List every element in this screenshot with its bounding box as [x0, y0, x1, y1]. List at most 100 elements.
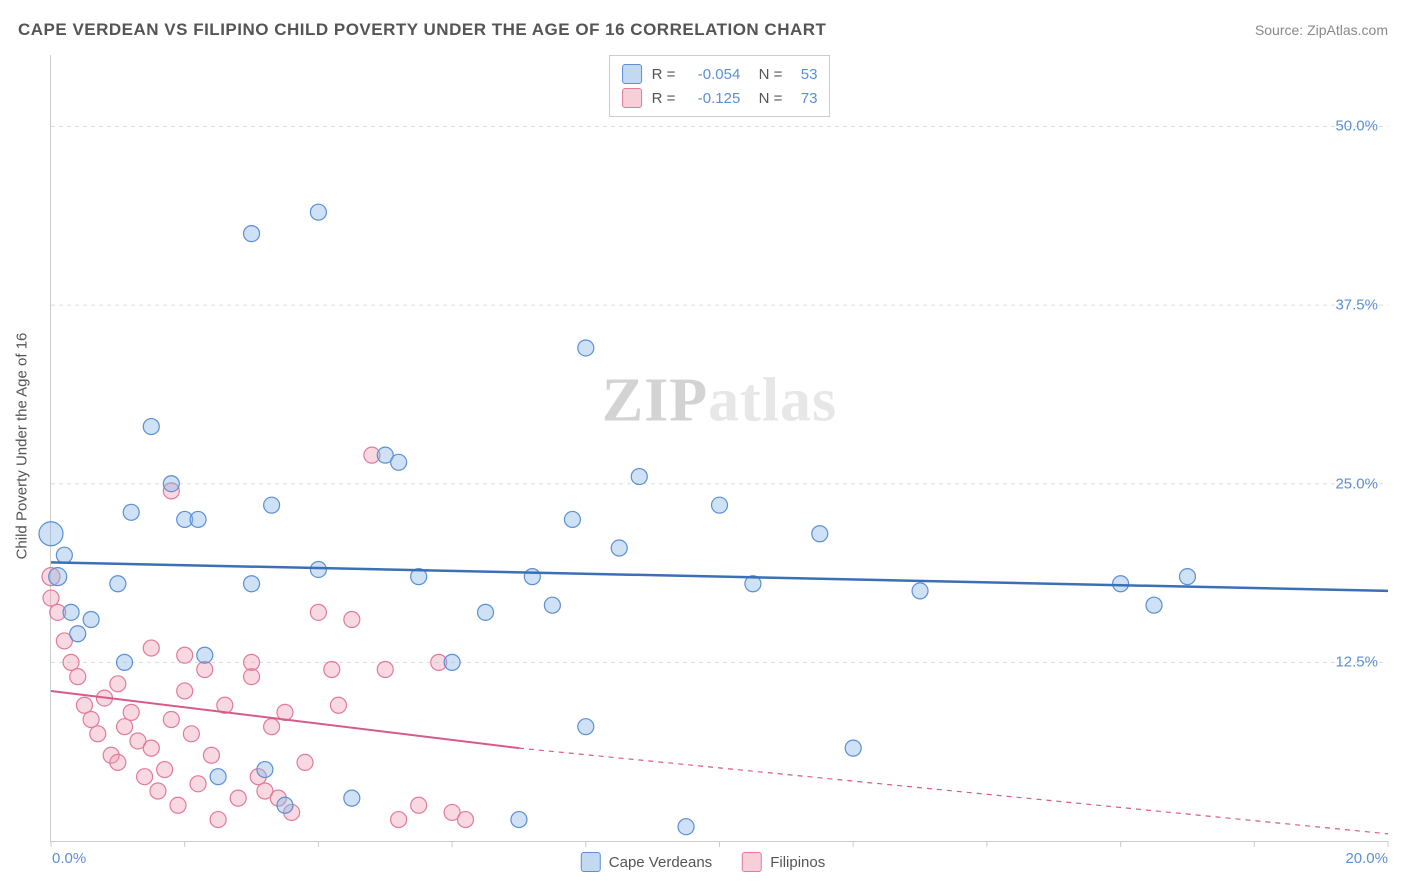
cape_verdeans-point	[56, 547, 72, 563]
cape_verdeans-point	[117, 654, 133, 670]
filipinos-point	[310, 604, 326, 620]
legend-swatch-fil	[742, 852, 762, 872]
cape_verdeans-point	[444, 654, 460, 670]
x-axis-min-label: 0.0%	[52, 850, 86, 867]
y-tick-label: 25.0%	[1335, 475, 1378, 492]
x-axis-max-label: 20.0%	[1345, 850, 1388, 867]
filipinos-point	[143, 740, 159, 756]
filipinos-point	[143, 640, 159, 656]
cape_verdeans-point	[1113, 576, 1129, 592]
cape_verdeans-point	[845, 740, 861, 756]
cape_verdeans-point	[712, 497, 728, 513]
cape_verdeans-point	[264, 497, 280, 513]
filipinos-point	[117, 719, 133, 735]
filipinos-point	[244, 654, 260, 670]
cape_verdeans-point	[110, 576, 126, 592]
legend-row-cape-verdeans: R = -0.054 N = 53	[622, 62, 818, 86]
filipinos-point	[244, 669, 260, 685]
cape_verdeans-point	[524, 569, 540, 585]
y-tick-label: 12.5%	[1335, 654, 1378, 671]
y-axis-label: Child Poverty Under the Age of 16	[14, 333, 31, 560]
filipinos-point	[183, 726, 199, 742]
cape_verdeans-point	[1179, 569, 1195, 585]
filipinos-point	[297, 754, 313, 770]
chart-header: CAPE VERDEAN VS FILIPINO CHILD POVERTY U…	[18, 20, 1388, 40]
filipinos-point	[210, 812, 226, 828]
scatter-svg	[51, 55, 1388, 841]
n-value-fil: 73	[792, 90, 817, 107]
legend-label-cv: Cape Verdeans	[609, 854, 712, 871]
chart-plot-area: ZIPatlas R = -0.054 N = 53 R = -0.125 N …	[50, 55, 1388, 842]
cape_verdeans-point	[210, 769, 226, 785]
cape_verdeans-point	[163, 476, 179, 492]
legend-label-fil: Filipinos	[770, 854, 825, 871]
filipinos-point	[170, 797, 186, 813]
filipinos-point	[43, 590, 59, 606]
cape_verdeans-point	[564, 511, 580, 527]
filipinos-point	[190, 776, 206, 792]
filipinos-point	[123, 704, 139, 720]
cape_verdeans-point	[912, 583, 928, 599]
filipinos-point	[330, 697, 346, 713]
cape_verdeans-point	[511, 812, 527, 828]
cape_verdeans-point	[83, 611, 99, 627]
filipinos-point	[377, 662, 393, 678]
filipinos-point	[391, 812, 407, 828]
cape_verdeans-point	[391, 454, 407, 470]
filipinos-point	[63, 654, 79, 670]
cape_verdeans-point	[244, 576, 260, 592]
source-name: ZipAtlas.com	[1307, 22, 1388, 38]
filipinos-point	[83, 712, 99, 728]
n-value-cv: 53	[792, 66, 817, 83]
legend-swatch-blue	[622, 64, 642, 84]
filipinos-point	[163, 712, 179, 728]
filipinos-point	[203, 747, 219, 763]
filipinos-point	[157, 762, 173, 778]
source-prefix: Source:	[1255, 22, 1307, 38]
y-tick-label: 37.5%	[1335, 297, 1378, 314]
cape_verdeans-point	[244, 226, 260, 242]
n-label-2: N =	[750, 90, 782, 107]
series-legend: Cape Verdeans Filipinos	[581, 852, 825, 872]
r-label: R =	[652, 66, 676, 83]
cape_verdeans-point	[310, 561, 326, 577]
cape_verdeans-point	[197, 647, 213, 663]
legend-swatch-cv	[581, 852, 601, 872]
filipinos-point	[70, 669, 86, 685]
cape_verdeans-point	[190, 511, 206, 527]
filipinos-point	[110, 754, 126, 770]
filipinos-point	[197, 662, 213, 678]
chart-source: Source: ZipAtlas.com	[1255, 22, 1388, 38]
legend-filipinos: Filipinos	[742, 852, 825, 872]
cape_verdeans-point	[39, 522, 63, 546]
cape_verdeans-point	[478, 604, 494, 620]
filipinos-point	[411, 797, 427, 813]
cape_verdeans-point	[49, 568, 67, 586]
legend-row-filipinos: R = -0.125 N = 73	[622, 86, 818, 110]
cape_verdeans-point	[63, 604, 79, 620]
filipinos-point	[76, 697, 92, 713]
filipinos-point	[177, 683, 193, 699]
filipinos-point	[177, 647, 193, 663]
cape_verdeans-point	[678, 819, 694, 835]
cape_verdeans-point	[70, 626, 86, 642]
cape_verdeans-point	[544, 597, 560, 613]
trend-line-filipinos-dashed	[519, 748, 1388, 834]
cape_verdeans-point	[578, 340, 594, 356]
r-value-cv: -0.054	[685, 66, 740, 83]
r-value-fil: -0.125	[685, 90, 740, 107]
cape_verdeans-point	[611, 540, 627, 556]
cape_verdeans-point	[1146, 597, 1162, 613]
cape_verdeans-point	[344, 790, 360, 806]
cape_verdeans-point	[143, 419, 159, 435]
cape_verdeans-point	[123, 504, 139, 520]
filipinos-point	[264, 719, 280, 735]
chart-title: CAPE VERDEAN VS FILIPINO CHILD POVERTY U…	[18, 20, 826, 40]
filipinos-point	[137, 769, 153, 785]
filipinos-point	[324, 662, 340, 678]
cape_verdeans-point	[631, 469, 647, 485]
filipinos-point	[344, 611, 360, 627]
filipinos-point	[457, 812, 473, 828]
n-label: N =	[750, 66, 782, 83]
filipinos-point	[110, 676, 126, 692]
